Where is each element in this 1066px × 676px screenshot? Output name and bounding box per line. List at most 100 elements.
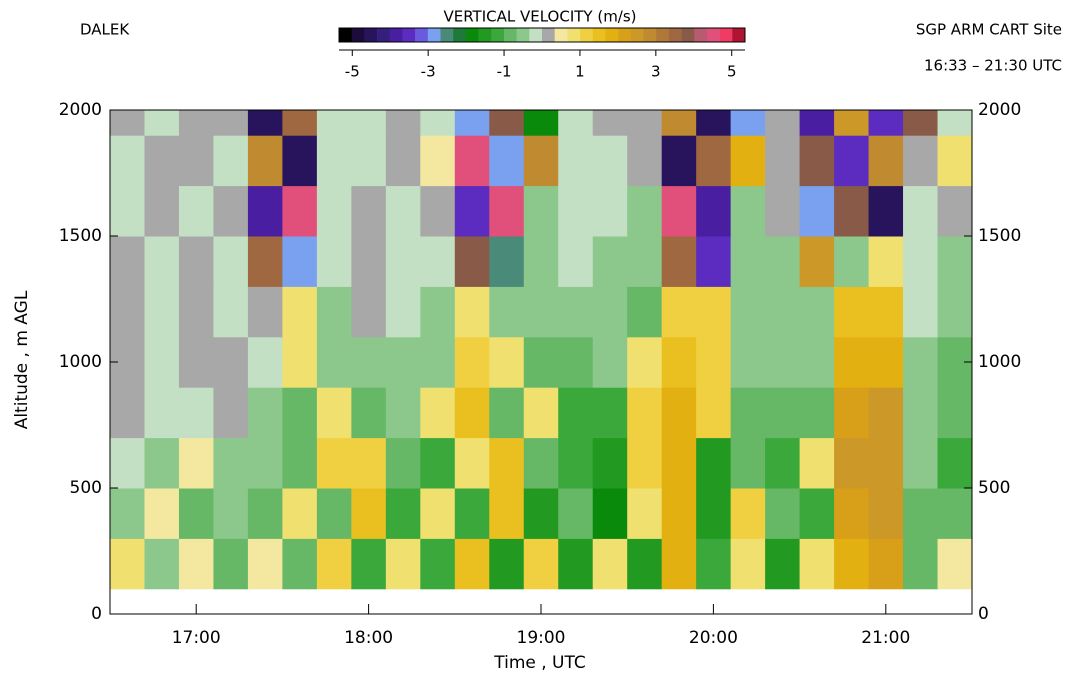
heatmap-cell (385, 387, 421, 439)
heatmap-cell (144, 236, 180, 287)
heatmap-cell (247, 387, 283, 439)
heatmap-cell (420, 437, 456, 489)
heatmap-cell (110, 286, 145, 338)
y-tick-label: 1000 (59, 352, 102, 372)
heatmap-cell (937, 387, 973, 439)
heatmap-cell (523, 236, 559, 287)
heatmap-cell (385, 336, 421, 388)
colorbar-title: VERTICAL VELOCITY (m/s) (443, 8, 636, 26)
colorbar-swatch (503, 28, 517, 42)
heatmap-cell (834, 286, 870, 338)
y-tick-label: 2000 (59, 100, 102, 120)
heatmap-cell (316, 387, 352, 439)
heatmap-cell (523, 135, 559, 187)
heatmap-cell (730, 488, 766, 539)
heatmap-cell (627, 135, 663, 187)
heatmap-cell (592, 437, 628, 489)
heatmap-cell (523, 336, 559, 388)
heatmap-cell (454, 336, 490, 388)
heatmap-cell (730, 236, 766, 287)
heatmap-cell (868, 185, 904, 237)
heatmap-cell (730, 336, 766, 388)
heatmap-cell (454, 286, 490, 338)
heatmap-cell (799, 110, 835, 136)
heatmap-cell (730, 437, 766, 489)
colorbar-swatch (580, 28, 594, 42)
heatmap-cell (282, 286, 318, 338)
heatmap-cell (868, 437, 904, 489)
heatmap-cell (661, 236, 697, 287)
heatmap-cell (696, 538, 732, 590)
heatmap-cell (110, 135, 145, 187)
heatmap-cell (592, 538, 628, 590)
heatmap-cell (730, 135, 766, 187)
colorbar-swatch (618, 28, 632, 42)
heatmap-cell (316, 236, 352, 287)
heatmap-cell (592, 387, 628, 439)
heatmap-cell (213, 110, 249, 136)
heatmap-cell (799, 488, 835, 539)
heatmap-cell (592, 185, 628, 237)
heatmap-cell (489, 236, 525, 287)
heatmap-cell (558, 110, 594, 136)
heatmap-cell (903, 336, 939, 388)
heatmap-cell (420, 185, 456, 237)
heatmap-cell (351, 286, 387, 338)
colorbar-swatch (440, 28, 454, 42)
heatmap-cell (799, 286, 835, 338)
heatmap-cell (385, 110, 421, 136)
colorbar-swatch (706, 28, 720, 42)
y-tick-label: 0 (91, 604, 102, 624)
heatmap-cell (937, 135, 973, 187)
heatmap-cell (903, 286, 939, 338)
heatmap-cell (110, 437, 145, 489)
heatmap-cell (351, 488, 387, 539)
heatmap-cell (730, 110, 766, 136)
heatmap-cell (420, 538, 456, 590)
heatmap-cell (765, 286, 801, 338)
heatmap-cell (316, 336, 352, 388)
heatmap-cell (420, 488, 456, 539)
heatmap-cell (558, 286, 594, 338)
heatmap-cell (420, 135, 456, 187)
colorbar-swatch (478, 28, 492, 42)
heatmap-cell (523, 437, 559, 489)
heatmap-cell (903, 185, 939, 237)
heatmap-cell (282, 437, 318, 489)
heatmap-cell (765, 387, 801, 439)
heatmap-cell (351, 185, 387, 237)
colorbar-swatch (402, 28, 416, 42)
heatmap-cell (661, 185, 697, 237)
heatmap-cell (730, 286, 766, 338)
heatmap-cell (592, 488, 628, 539)
heatmap-cell (316, 437, 352, 489)
heatmap-cell (110, 236, 145, 287)
heatmap-cell (696, 110, 732, 136)
heatmap-cell (730, 387, 766, 439)
y-tick-label: 500 (70, 478, 102, 498)
heatmap-cell (696, 286, 732, 338)
heatmap-cell (110, 185, 145, 237)
heatmap-cell (247, 286, 283, 338)
heatmap-cell (523, 286, 559, 338)
colorbar-swatch (694, 28, 708, 42)
heatmap-cell (627, 286, 663, 338)
heatmap-cell (834, 135, 870, 187)
heatmap-cell (558, 437, 594, 489)
colorbar-swatch (567, 28, 581, 42)
heatmap-cell (627, 488, 663, 539)
heatmap-cell (454, 135, 490, 187)
heatmap-cell (592, 236, 628, 287)
heatmap-cell (420, 336, 456, 388)
heatmap-cell (558, 538, 594, 590)
heatmap-cell (799, 538, 835, 590)
y-tick-label: 1000 (978, 352, 1021, 372)
colorbar-swatch (732, 28, 746, 42)
colorbar-swatch (516, 28, 530, 42)
heatmap-cell (903, 110, 939, 136)
heatmap-cell (868, 488, 904, 539)
heatmap-cell (834, 236, 870, 287)
heatmap-cell (523, 185, 559, 237)
heatmap-cell (523, 387, 559, 439)
